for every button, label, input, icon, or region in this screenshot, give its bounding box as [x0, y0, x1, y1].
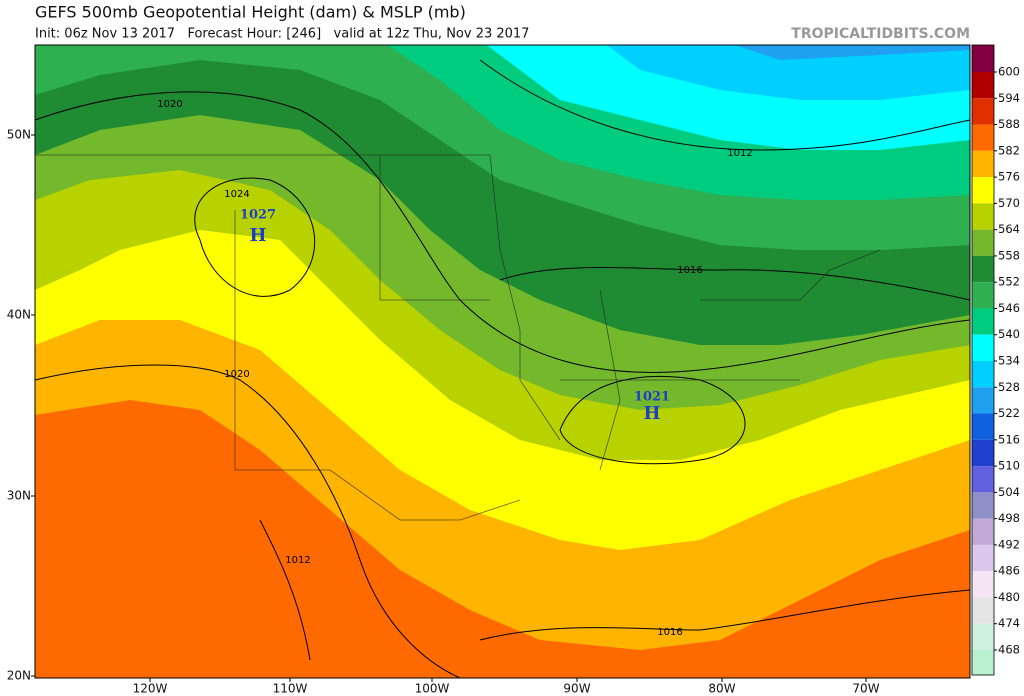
- isobar: [499, 267, 970, 301]
- colorbar-box: [972, 203, 994, 230]
- colorbar-box: [972, 45, 994, 72]
- border-line: [489, 154, 561, 441]
- lon-label: 80W: [708, 682, 735, 696]
- map-annotation: 1016: [657, 627, 682, 638]
- colorbar-label: 516: [998, 432, 1020, 446]
- colorbar-box: [972, 518, 994, 545]
- lon-label: 100W: [415, 682, 450, 696]
- border-line: [379, 155, 490, 301]
- colorbar-box: [972, 650, 994, 675]
- colorbar-label: 480: [998, 590, 1020, 604]
- border-line: [700, 249, 881, 301]
- colorbar-label: 510: [998, 459, 1020, 473]
- colorbar-box: [972, 229, 994, 256]
- border-line: [599, 289, 621, 471]
- isobar: [35, 364, 461, 678]
- colorbar-label: 582: [998, 143, 1020, 157]
- lon-label: 120W: [133, 682, 168, 696]
- isobar: [479, 59, 970, 151]
- colorbar-box: [972, 623, 994, 650]
- colorbar-label: 474: [998, 616, 1020, 630]
- lat-label: 20N: [7, 669, 31, 683]
- lat-label: 40N: [7, 308, 31, 322]
- isobar: [194, 177, 316, 297]
- colorbar-box: [972, 597, 994, 624]
- lat-label: 50N: [7, 128, 31, 142]
- map-annotation: H: [643, 403, 660, 424]
- colorbar-box: [972, 282, 994, 309]
- lon-label: 70W: [852, 682, 879, 696]
- map-annotation: 1020: [157, 99, 182, 110]
- colorbar-box: [972, 439, 994, 467]
- lon-label: 90W: [563, 682, 590, 696]
- colorbar-label: 558: [998, 248, 1020, 262]
- colorbar-label: 570: [998, 196, 1020, 210]
- lat-label: 30N: [7, 489, 31, 503]
- map-annotation: 1027: [240, 208, 276, 223]
- colorbar-label: 594: [998, 91, 1020, 105]
- colorbar-label: 576: [998, 170, 1020, 184]
- colorbar-label: 546: [998, 301, 1020, 315]
- height-band: [735, 45, 970, 60]
- credit: TROPICALTIDBITS.COM: [791, 26, 970, 42]
- colorbar-frame: [971, 44, 995, 676]
- colorbar-box: [972, 72, 994, 99]
- colorbar-label: 528: [998, 380, 1020, 394]
- colorbar-box: [972, 334, 994, 361]
- colorbar-label: 540: [998, 327, 1020, 341]
- isobar: [559, 376, 746, 465]
- colorbar-box: [972, 150, 994, 178]
- colorbar-box: [972, 466, 994, 493]
- map-subtitle: Init: 06z Nov 13 2017 Forecast Hour: [24…: [35, 27, 529, 42]
- height-band: [606, 45, 970, 100]
- map-annotation: 1012: [727, 148, 752, 159]
- lon-label: 110W: [273, 682, 308, 696]
- map-frame: [34, 44, 971, 679]
- map-title: GEFS 500mb Geopotential Height (dam) & M…: [35, 3, 466, 22]
- colorbar-label: 564: [998, 222, 1020, 236]
- border-line: [234, 210, 521, 521]
- colorbar-box: [972, 177, 994, 204]
- colorbar-label: 486: [998, 564, 1020, 578]
- map-annotation: H: [249, 225, 266, 246]
- colorbar-label: 468: [998, 643, 1020, 657]
- colorbar-label: 534: [998, 354, 1020, 368]
- colorbar-box: [972, 413, 994, 440]
- isobar: [259, 519, 311, 661]
- map-annotation: 1021: [634, 390, 670, 405]
- colorbar-box: [972, 571, 994, 598]
- colorbar-box: [972, 308, 994, 335]
- colorbar-label: 552: [998, 275, 1020, 289]
- colorbar-label: 600: [998, 65, 1020, 79]
- colorbar-box: [972, 361, 994, 388]
- colorbar-label: 492: [998, 537, 1020, 551]
- colorbar-label: 498: [998, 511, 1020, 525]
- map-annotation: 1016: [677, 265, 702, 276]
- map-annotation: 1024: [224, 189, 249, 200]
- colorbar-box: [972, 124, 994, 151]
- map-annotation: 1020: [224, 369, 249, 380]
- colorbar-label: 504: [998, 485, 1020, 499]
- map-annotation: 1012: [285, 555, 310, 566]
- colorbar-label: 522: [998, 406, 1020, 420]
- colorbar-box: [972, 544, 994, 572]
- isobar: [479, 589, 970, 641]
- colorbar-box: [972, 98, 994, 125]
- colorbar-box: [972, 492, 994, 519]
- colorbar-box: [972, 255, 994, 283]
- colorbar-label: 588: [998, 117, 1020, 131]
- colorbar-box: [972, 387, 994, 414]
